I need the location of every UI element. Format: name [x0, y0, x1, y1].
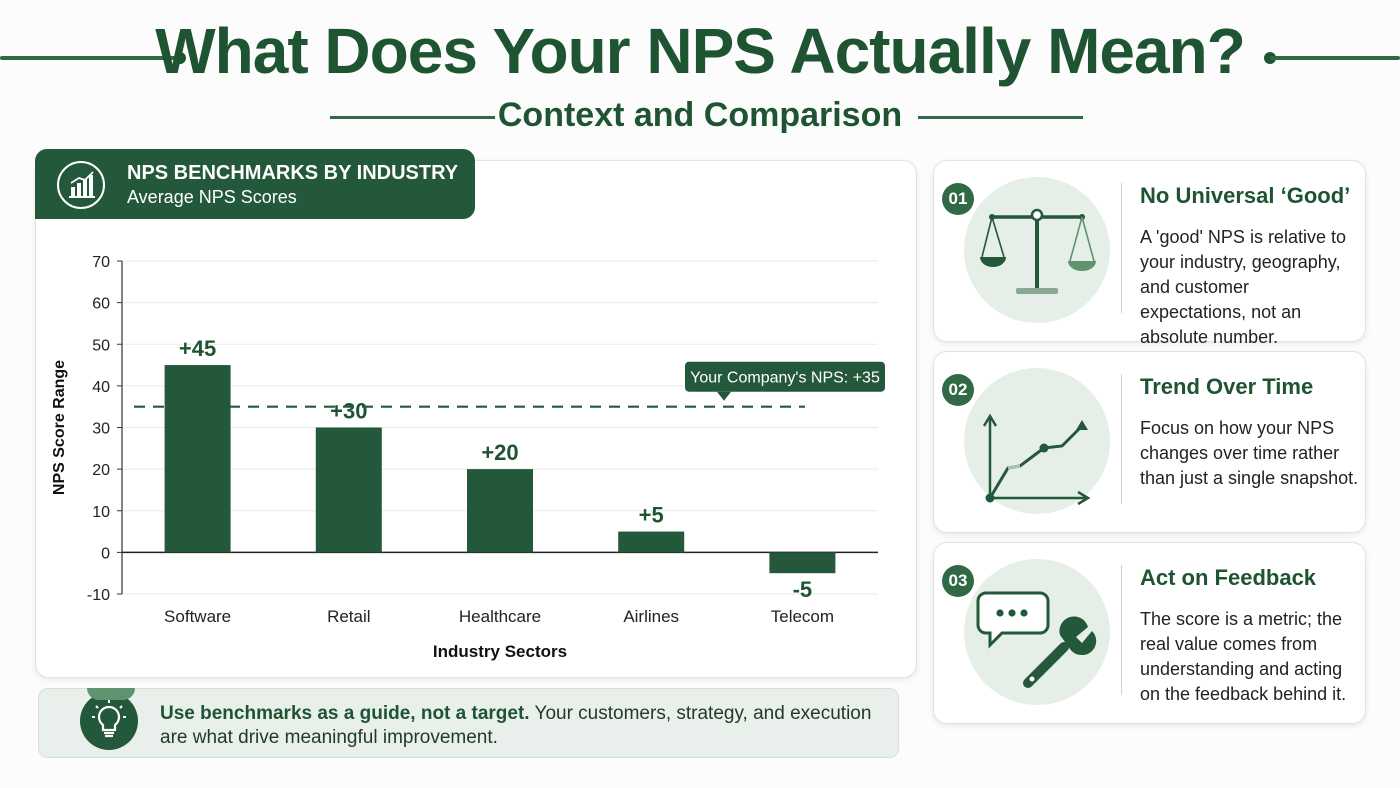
- y-tick-label: 70: [92, 254, 110, 271]
- insight-card-2: 02 Trend Over Time Focus on how your NPS…: [933, 351, 1366, 533]
- chart-title: NPS BENCHMARKS BY INDUSTRY: [127, 162, 459, 184]
- x-tick-label: Healthcare: [459, 607, 541, 626]
- card-title: No Universal ‘Good’: [1140, 183, 1351, 208]
- x-tick-label: Software: [164, 607, 231, 626]
- bar: [618, 531, 685, 553]
- subtitle-right-line: [918, 116, 1083, 119]
- data-label: +20: [481, 440, 518, 465]
- trend-chart-icon: [964, 368, 1110, 514]
- card-title: Act on Feedback: [1140, 565, 1317, 590]
- bar: [164, 365, 231, 553]
- x-tick-label: Telecom: [771, 607, 834, 626]
- insight-card-1: 01 No Universal ‘Good’ A 'good' NPS is r…: [933, 160, 1366, 347]
- bar: [769, 552, 836, 574]
- y-tick-label: 40: [92, 379, 110, 396]
- y-tick-label: 60: [92, 296, 110, 313]
- page-title: What Does Your NPS Actually Mean?: [155, 15, 1246, 87]
- bar: [315, 427, 382, 553]
- y-tick-label: 10: [92, 504, 110, 521]
- card-number: 03: [942, 565, 974, 597]
- bar: [467, 469, 533, 553]
- tip-text: Use benchmarks as a guide, not a target.…: [160, 702, 880, 750]
- card-divider: [1121, 565, 1122, 695]
- data-label: +30: [330, 399, 367, 424]
- callout-pointer: [717, 391, 731, 401]
- data-label: +5: [639, 503, 664, 528]
- y-axis-label: NPS Score Range: [51, 360, 68, 495]
- title-left-line: [0, 56, 178, 60]
- tip-bold: Use benchmarks as a guide, not a target.: [160, 703, 530, 724]
- card-title: Trend Over Time: [1140, 374, 1314, 399]
- chart-subtitle: Average NPS Scores: [127, 187, 297, 207]
- y-tick-label: -10: [87, 587, 110, 604]
- card-body: The score is a metric; the real value co…: [1140, 609, 1347, 704]
- y-tick-label: 0: [101, 545, 110, 562]
- lightbulb-icon: [80, 692, 138, 750]
- y-tick-label: 50: [92, 337, 110, 354]
- x-tick-label: Airlines: [623, 607, 679, 626]
- title-left-dot: [174, 52, 186, 64]
- insight-card-3: 03 Act on Feedback The score is a metric…: [933, 542, 1366, 724]
- card-divider: [1121, 374, 1122, 504]
- x-axis-label: Industry Sectors: [433, 642, 567, 661]
- data-label: +45: [179, 336, 216, 361]
- card-divider: [1121, 183, 1122, 313]
- card-number: 02: [942, 374, 974, 406]
- x-tick-label: Retail: [327, 607, 370, 626]
- tip-card: [38, 688, 899, 758]
- bar-chart-icon: [57, 161, 105, 209]
- bar-chart: 70 60 50 40 30 20 10 0 -10 NPS Score Range +45 Soft…: [51, 254, 885, 661]
- title-right-line: [1270, 56, 1400, 60]
- scales-icon: [964, 177, 1110, 323]
- card-body: Focus on how your NPS changes over time …: [1140, 418, 1359, 488]
- y-tick-label: 20: [92, 462, 110, 479]
- reference-label: Your Company's NPS: +35: [690, 370, 880, 387]
- page-subtitle: Context and Comparison: [497, 96, 903, 134]
- tip-body: Your customers, strategy, and execution …: [160, 703, 872, 748]
- card-body: A 'good' NPS is relative to your industr…: [1140, 227, 1346, 347]
- chat-wrench-icon: [964, 559, 1110, 705]
- subtitle-left-line: [330, 116, 495, 119]
- y-tick-label: 30: [92, 421, 110, 438]
- tip-tab: [87, 688, 135, 700]
- chart-header: NPS BENCHMARKS BY INDUSTRY Average NPS S…: [35, 149, 475, 219]
- card-number: 01: [942, 183, 974, 215]
- data-label: -5: [793, 577, 813, 602]
- reference-callout: [685, 361, 885, 392]
